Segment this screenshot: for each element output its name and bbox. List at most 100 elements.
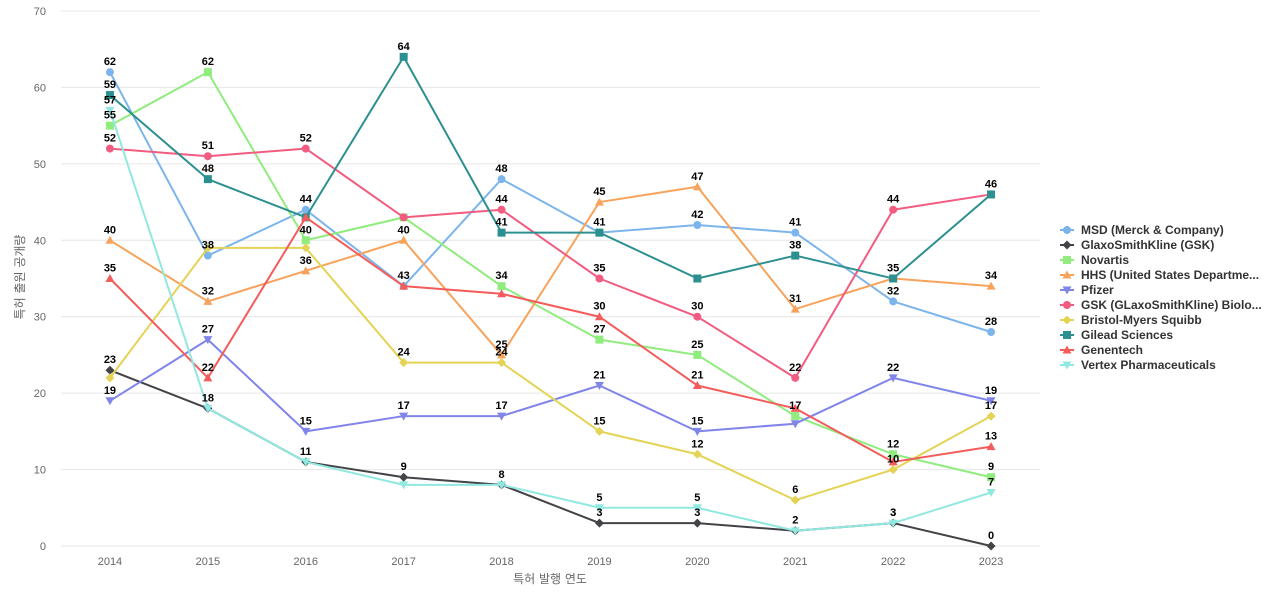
- series-line-9: [108, 109, 993, 532]
- data-label-1-8: 3: [890, 507, 896, 519]
- x-tick-label-2018: 2018: [489, 556, 513, 568]
- data-label-1-6: 3: [694, 507, 700, 519]
- y-tick-label-40: 40: [34, 235, 46, 247]
- data-point-1-9: [986, 541, 996, 551]
- series-line-5: [108, 147, 993, 379]
- data-point-1-5: [594, 518, 604, 528]
- data-point-3-2: [301, 266, 311, 275]
- data-point-4-0: [105, 397, 115, 406]
- legend-marker-8: [1062, 345, 1072, 354]
- data-label-6-7: 6: [792, 484, 798, 496]
- legend-item-6[interactable]: Bristol-Myers Squibb: [1060, 313, 1202, 327]
- data-point-7-4: [497, 228, 506, 237]
- data-point-8-2: [301, 212, 311, 221]
- legend-item-9[interactable]: Vertex Pharmaceuticals: [1060, 358, 1216, 372]
- legend-item-5[interactable]: GSK (GLaxoSmithKline) Biolo...: [1060, 298, 1262, 312]
- data-label-8-1: 22: [202, 362, 214, 374]
- data-label-4-1: 27: [202, 324, 214, 336]
- data-label-8-5: 30: [593, 301, 605, 313]
- series-line-7: [108, 55, 993, 280]
- series-8: [105, 212, 996, 466]
- legend-item-3[interactable]: HHS (United States Departme...: [1060, 268, 1259, 282]
- data-label-9-0: 57: [104, 94, 116, 106]
- data-point-9-2: [301, 458, 311, 467]
- series-line-2: [108, 71, 993, 479]
- legend-label-7: Gilead Sciences: [1081, 328, 1173, 342]
- legend-item-4[interactable]: Pfizer: [1060, 283, 1114, 297]
- series-5: [105, 144, 996, 382]
- y-tick-label-0: 0: [40, 541, 46, 553]
- data-point-1-3: [399, 472, 409, 482]
- data-point-6-2: [301, 243, 311, 253]
- data-label-5-7: 22: [789, 362, 801, 374]
- x-tick-label-2017: 2017: [391, 556, 415, 568]
- data-point-0-9: [987, 328, 996, 336]
- data-label-0-7: 41: [789, 217, 801, 229]
- data-label-1-0: 23: [104, 354, 116, 366]
- data-point-0-6: [693, 221, 702, 229]
- legend-label-3: HHS (United States Departme...: [1081, 268, 1259, 282]
- data-point-9-8: [888, 519, 898, 528]
- series-6: [105, 243, 996, 505]
- data-point-9-6: [692, 504, 702, 513]
- legend-marker-2: [1063, 256, 1071, 264]
- data-point-5-2: [301, 144, 310, 153]
- legend-marker-6: [1062, 315, 1072, 325]
- data-label-3-1: 32: [202, 285, 214, 297]
- data-point-7-3: [399, 52, 408, 61]
- legend-label-4: Pfizer: [1081, 283, 1114, 297]
- data-label-0-8: 32: [887, 285, 899, 297]
- data-label-0-4: 48: [495, 163, 507, 175]
- data-point-8-8: [888, 457, 898, 466]
- data-label-6-3: 24: [398, 347, 411, 359]
- series-line-0: [108, 71, 993, 333]
- legend-item-2[interactable]: Novartis: [1060, 253, 1129, 267]
- legend-label-9: Vertex Pharmaceuticals: [1081, 358, 1216, 372]
- legend-label-2: Novartis: [1081, 253, 1129, 267]
- data-point-9-1: [203, 404, 213, 413]
- x-tick-label-2015: 2015: [196, 556, 220, 568]
- data-label-2-4: 34: [495, 270, 508, 282]
- data-label-0-2: 44: [300, 194, 313, 206]
- legend-item-8[interactable]: Genentech: [1060, 343, 1143, 357]
- data-point-1-0: [105, 365, 115, 375]
- data-point-3-1: [203, 296, 213, 305]
- data-point-2-2: [301, 236, 310, 245]
- data-point-8-9: [986, 442, 996, 451]
- y-tick-label-60: 60: [34, 82, 46, 94]
- data-label-2-2: 40: [300, 224, 312, 236]
- legend-item-0[interactable]: MSD (Merck & Company): [1060, 223, 1224, 237]
- data-point-6-0: [105, 373, 115, 383]
- legend-marker-1: [1062, 240, 1072, 250]
- legend-item-1[interactable]: GlaxoSmithKline (GSK): [1060, 238, 1214, 252]
- data-label-6-9: 17: [985, 400, 997, 412]
- legend: MSD (Merck & Company)GlaxoSmithKline (GS…: [1060, 223, 1262, 372]
- data-point-2-0: [105, 121, 114, 130]
- data-label-9-2: 11: [300, 446, 312, 458]
- data-label-2-1: 62: [202, 56, 214, 68]
- legend-marker-5: [1063, 301, 1071, 309]
- data-point-3-6: [692, 182, 702, 191]
- data-point-6-7: [790, 495, 800, 505]
- data-label-5-2: 52: [300, 133, 312, 145]
- data-point-8-4: [497, 289, 507, 298]
- data-label-2-5: 27: [593, 324, 605, 336]
- data-point-8-0: [105, 274, 115, 282]
- data-point-5-6: [693, 312, 702, 321]
- data-point-3-7: [790, 304, 800, 313]
- series-9: [105, 106, 996, 536]
- data-label-4-9: 19: [985, 385, 997, 397]
- data-point-0-1: [203, 251, 212, 260]
- x-tick-label-2021: 2021: [783, 556, 807, 568]
- legend-item-7[interactable]: Gilead Sciences: [1060, 328, 1173, 342]
- data-point-4-7: [790, 420, 800, 429]
- data-label-4-5: 21: [593, 370, 605, 382]
- data-point-8-1: [203, 373, 213, 382]
- data-label-3-3: 40: [398, 224, 410, 236]
- data-label-2-7: 17: [789, 400, 801, 412]
- data-point-9-9: [986, 489, 996, 497]
- data-label-0-0: 62: [104, 56, 116, 68]
- data-point-4-2: [301, 427, 311, 436]
- series-2: [105, 68, 996, 482]
